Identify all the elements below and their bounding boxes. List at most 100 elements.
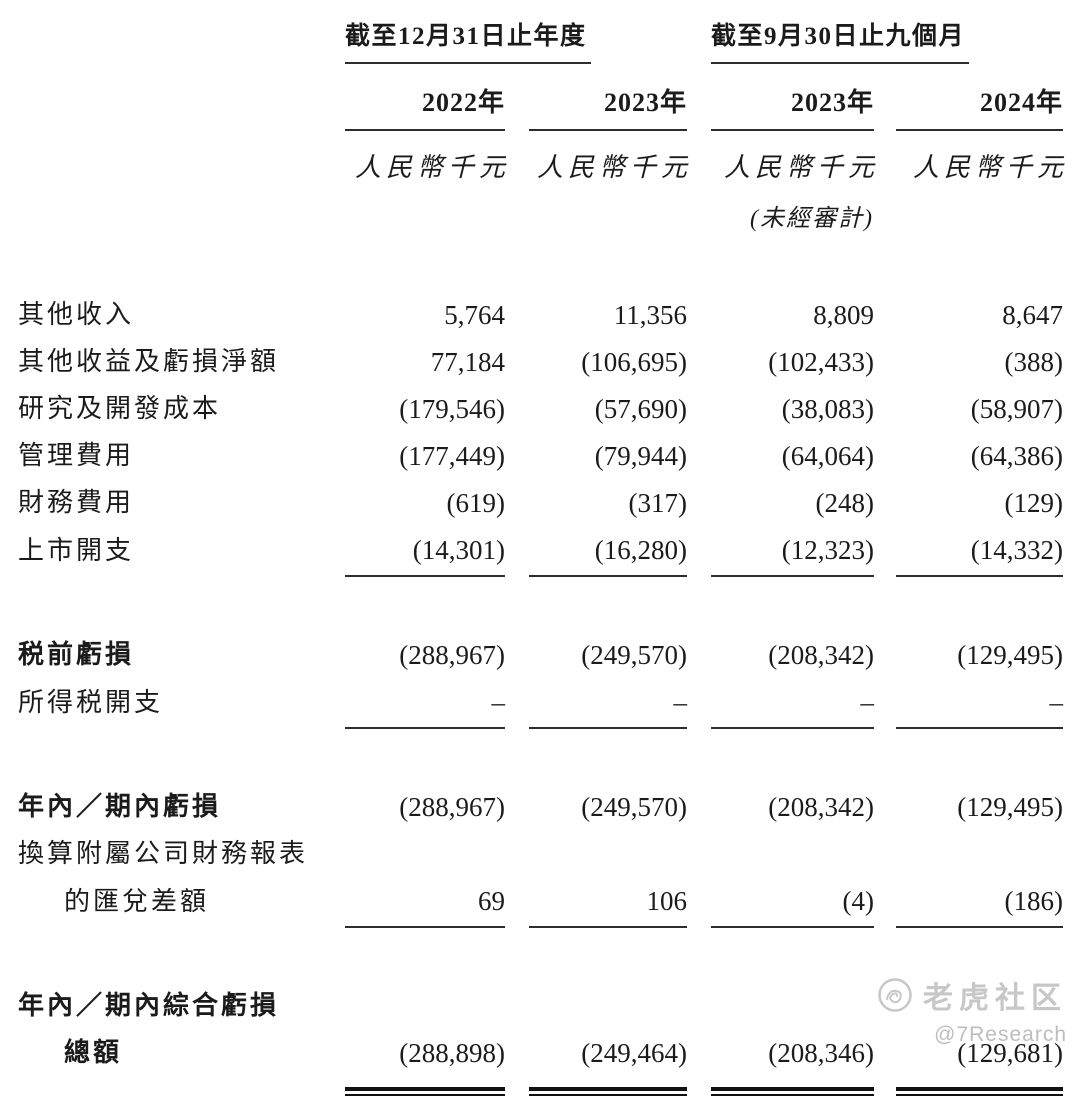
- double-rule: [529, 1087, 687, 1096]
- row-label: 年內／期內虧損: [18, 792, 222, 821]
- value-cell: (177,449): [399, 441, 505, 471]
- value-cell: (208,346): [768, 1038, 874, 1068]
- table-row: 税前虧損 (288,967) (249,570) (208,342) (129,…: [18, 633, 1063, 680]
- value-cell: 11,356: [613, 300, 687, 330]
- table-row: 總額 (288,898) (249,464) (208,346) (129,68…: [18, 1031, 1063, 1078]
- value-cell: (288,898): [399, 1038, 505, 1068]
- row-label: 研究及開發成本: [18, 394, 222, 423]
- unit-label: 人民幣千元: [723, 153, 879, 182]
- double-rule: [345, 1087, 505, 1096]
- table-row: 的匯兌差額 69 106 (4) (186): [18, 879, 1063, 928]
- table-row: 年內／期內虧損 (288,967) (249,570) (208,342) (1…: [18, 785, 1063, 832]
- year-header-row: 2022年 2023年 2023年 2024年: [18, 64, 1063, 131]
- value-cell: (186): [896, 879, 1063, 928]
- value-cell: –: [711, 680, 874, 729]
- value-cell: [711, 832, 874, 879]
- year-header-2022: 2022年: [345, 64, 505, 131]
- value-cell: 69: [345, 879, 505, 928]
- value-cell: (249,570): [581, 640, 687, 670]
- value-cell: (16,280): [529, 528, 687, 577]
- double-rule: [896, 1087, 1063, 1096]
- empty-corner-cell: [18, 64, 345, 130]
- value-cell: 77,184: [430, 347, 505, 377]
- period-group-label-year-end: 截至12月31日止年度: [345, 16, 591, 64]
- value-cell: 5,764: [444, 300, 505, 330]
- section-spacer: [18, 576, 1063, 633]
- value-cell: (129,495): [957, 792, 1063, 822]
- year-header-2023fy: 2023年: [529, 64, 687, 131]
- value-cell: (79,944): [594, 441, 687, 471]
- value-cell: (106,695): [581, 347, 687, 377]
- value-cell: (14,332): [896, 528, 1063, 577]
- section-spacer: [18, 233, 1063, 293]
- value-cell: (288,967): [399, 640, 505, 670]
- row-label: 換算附屬公司財務報表: [18, 839, 309, 868]
- period-group-cell-nine-months: 截至9月30日止九個月: [711, 10, 1063, 64]
- value-cell: [529, 984, 687, 1031]
- table-row: 換算附屬公司財務報表: [18, 832, 1063, 879]
- column-gap: [874, 64, 896, 130]
- section-spacer: [18, 927, 1063, 984]
- unit-label: 人民幣千元: [912, 153, 1068, 182]
- row-label: 財務費用: [18, 488, 135, 517]
- column-gap: [687, 64, 711, 130]
- unit-label: 人民幣千元: [354, 153, 510, 182]
- section-spacer: [18, 728, 1063, 785]
- value-cell: [529, 832, 687, 879]
- table-row: 其他收入 5,764 11,356 8,809 8,647: [18, 293, 1063, 340]
- period-group-header-row: 截至12月31日止年度 截至9月30日止九個月: [18, 10, 1063, 64]
- value-cell: (14,301): [345, 528, 505, 577]
- currency-unit-row: 人民幣千元 人民幣千元 人民幣千元 人民幣千元: [18, 130, 1063, 184]
- row-label: 所得税開支: [18, 688, 164, 717]
- value-cell: (102,433): [768, 347, 874, 377]
- total-rule-row: [18, 1078, 1063, 1096]
- period-group-label-nine-months: 截至9月30日止九個月: [711, 16, 970, 64]
- value-cell: (249,464): [581, 1038, 687, 1068]
- value-cell: –: [529, 680, 687, 729]
- row-label: 其他收入: [18, 300, 135, 329]
- table-row: 其他收益及虧損淨額 77,184 (106,695) (102,433) (38…: [18, 340, 1063, 387]
- row-label: 上市開支: [18, 536, 135, 565]
- value-cell: (249,570): [581, 792, 687, 822]
- value-cell: (388): [1004, 347, 1063, 377]
- value-cell: (208,342): [768, 792, 874, 822]
- table-row: 所得税開支 – – – –: [18, 680, 1063, 729]
- value-cell: (208,342): [768, 640, 874, 670]
- table-row: 財務費用 (619) (317) (248) (129): [18, 481, 1063, 528]
- empty-corner-cell: [18, 10, 345, 64]
- row-label: 總額: [64, 1038, 123, 1067]
- value-cell: [345, 984, 505, 1031]
- value-cell: (179,546): [399, 394, 505, 424]
- value-cell: (4): [711, 879, 874, 928]
- value-cell: (57,690): [594, 394, 687, 424]
- table-row: 管理費用 (177,449) (79,944) (64,064) (64,386…: [18, 434, 1063, 481]
- value-cell: (619): [446, 488, 505, 518]
- year-header-2023-9m: 2023年: [711, 64, 874, 131]
- table-row: 研究及開發成本 (179,546) (57,690) (38,083) (58,…: [18, 387, 1063, 434]
- unaudited-note-row: (未經審計): [18, 184, 1063, 233]
- table-row: 年內／期內綜合虧損: [18, 984, 1063, 1031]
- row-label: 其他收益及虧損淨額: [18, 347, 280, 376]
- value-cell: (129): [1004, 488, 1063, 518]
- period-group-cell-year-end: 截至12月31日止年度: [345, 10, 687, 64]
- table-row: 上市開支 (14,301) (16,280) (12,323) (14,332): [18, 528, 1063, 577]
- unit-label: 人民幣千元: [536, 153, 692, 182]
- value-cell: (288,967): [399, 792, 505, 822]
- value-cell: –: [896, 680, 1063, 729]
- value-cell: 106: [529, 879, 687, 928]
- column-gap: [687, 10, 711, 64]
- value-cell: 8,647: [1002, 300, 1063, 330]
- row-label: 税前虧損: [18, 640, 135, 669]
- value-cell: [896, 984, 1063, 1031]
- value-cell: [711, 984, 874, 1031]
- value-cell: [896, 832, 1063, 879]
- value-cell: (12,323): [711, 528, 874, 577]
- year-header-2024-9m: 2024年: [896, 64, 1063, 131]
- unaudited-note: (未經審計): [750, 206, 874, 232]
- value-cell: (64,064): [781, 441, 874, 471]
- value-cell: 8,809: [813, 300, 874, 330]
- value-cell: –: [345, 680, 505, 729]
- row-label: 年內／期內綜合虧損: [18, 991, 280, 1020]
- column-gap: [505, 64, 529, 130]
- row-label: 的匯兌差額: [64, 887, 210, 916]
